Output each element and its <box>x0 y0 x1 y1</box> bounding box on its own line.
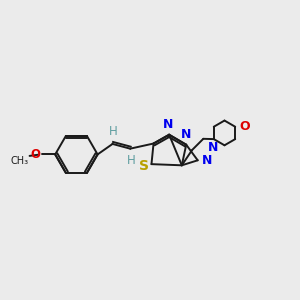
Text: N: N <box>208 141 219 154</box>
Text: N: N <box>181 128 191 141</box>
Text: N: N <box>164 118 174 131</box>
Text: N: N <box>202 154 212 167</box>
Text: O: O <box>239 120 250 133</box>
Text: S: S <box>139 159 148 172</box>
Text: CH₃: CH₃ <box>11 157 29 166</box>
Text: H: H <box>109 125 118 138</box>
Text: O: O <box>31 148 40 161</box>
Text: H: H <box>126 154 135 167</box>
